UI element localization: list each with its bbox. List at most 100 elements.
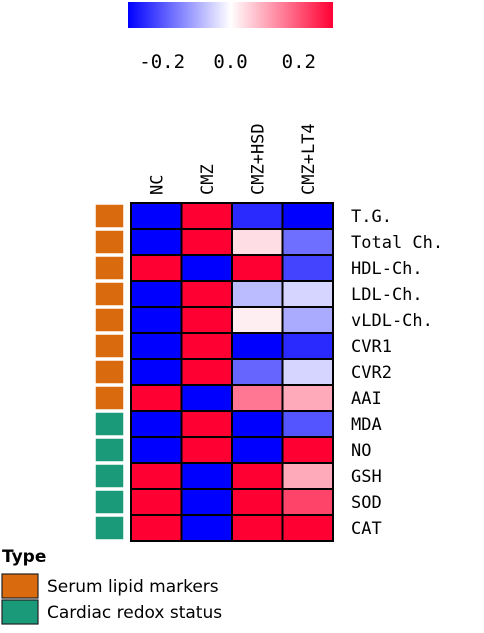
heatmap-cell	[231, 306, 284, 334]
heatmap-cell	[281, 384, 334, 412]
heatmap-cell	[130, 332, 183, 360]
row-label: CVR1	[351, 337, 392, 357]
heatmap-cell	[130, 384, 183, 412]
type-legend-title: Type	[2, 547, 46, 567]
row-type-strip	[94, 203, 125, 541]
heatmap-cell	[130, 358, 183, 386]
row-label: NO	[351, 441, 371, 461]
heatmap-cell	[130, 514, 183, 542]
type-legend-entries: Serum lipid markers Cardiac redox status	[1, 573, 222, 625]
heatmap-cell	[281, 202, 334, 230]
row-label: vLDL-Ch.	[351, 311, 433, 331]
heatmap-cell	[130, 306, 183, 334]
heatmap-cell	[281, 280, 334, 308]
row-type-cell	[94, 203, 125, 229]
heatmap-cell	[231, 384, 284, 412]
color-scale-ticks: -0.2 0.0 0.2	[139, 51, 316, 73]
row-label: GSH	[351, 467, 382, 487]
legend-label: Serum lipid markers	[47, 577, 219, 597]
row-type-cell	[94, 229, 125, 255]
type-legend: Type Serum lipid markers Cardiac redox st…	[1, 547, 222, 625]
heatmap-cell	[180, 332, 233, 360]
heatmap-cell	[130, 280, 183, 308]
row-type-cell	[94, 307, 125, 333]
row-label: Total Ch.	[351, 233, 443, 253]
heatmap-cell	[180, 462, 233, 490]
heatmap-cell	[281, 228, 334, 256]
heatmap-cell	[180, 514, 233, 542]
row-type-cell	[94, 281, 125, 307]
heatmap-cell	[231, 254, 284, 282]
row-type-cell	[94, 255, 125, 281]
row-label: AAI	[351, 389, 382, 409]
heatmap-cell	[231, 228, 284, 256]
row-labels: T.G. Total Ch. HDL-Ch. LDL-Ch. vLDL-Ch. CVR1 C…	[351, 207, 443, 539]
heatmap-cell	[231, 462, 284, 490]
heatmap-cell	[281, 436, 334, 464]
heatmap-cell	[231, 514, 284, 542]
column-labels: NC CMZ CMZ+HSD CMZ+LT4	[147, 123, 319, 195]
legend-swatch	[1, 573, 39, 599]
heatmap-cell	[180, 488, 233, 516]
row-type-cell	[94, 385, 125, 411]
heatmap-cell	[281, 358, 334, 386]
heatmap-cell	[180, 306, 233, 334]
heatmap-cell	[180, 280, 233, 308]
heatmap-cell	[130, 436, 183, 464]
color-scale-tick-label: -0.2	[139, 51, 185, 73]
heatmap-cell	[281, 462, 334, 490]
heatmap-cell	[180, 358, 233, 386]
row-label: LDL-Ch.	[351, 285, 423, 305]
heatmap-cell	[231, 410, 284, 438]
column-label: CMZ+HSD	[248, 123, 268, 195]
column-label: NC	[147, 175, 167, 195]
heatmap-cell	[281, 488, 334, 516]
color-scale-tick-label: 0.2	[282, 51, 316, 73]
column-label: CMZ+LT4	[299, 123, 319, 195]
row-label: MDA	[351, 415, 382, 435]
heatmap-cell	[130, 228, 183, 256]
legend-swatch	[1, 599, 39, 625]
row-label: CAT	[351, 519, 382, 539]
color-scale-tick-label: 0.0	[213, 51, 247, 73]
legend-label: Cardiac redox status	[47, 603, 222, 623]
heatmap-cell	[130, 254, 183, 282]
row-label: HDL-Ch.	[351, 259, 423, 279]
heatmap-cell	[130, 410, 183, 438]
color-scale: -0.2 0.0 0.2	[128, 2, 333, 73]
heatmap-cell	[231, 280, 284, 308]
heatmap-cell	[180, 254, 233, 282]
heatmap-cells	[130, 202, 334, 542]
row-label: CVR2	[351, 363, 392, 383]
heatmap-cell	[130, 488, 183, 516]
row-type-cell	[94, 359, 125, 385]
row-label: SOD	[351, 493, 382, 513]
heatmap-cell	[180, 436, 233, 464]
row-type-cell	[94, 489, 125, 515]
heatmap-cell	[281, 410, 334, 438]
heatmap-cell	[130, 462, 183, 490]
row-label: T.G.	[351, 207, 392, 227]
row-type-cell	[94, 463, 125, 489]
heatmap-cell	[231, 488, 284, 516]
heatmap-cell	[281, 306, 334, 334]
row-type-cell	[94, 333, 125, 359]
heatmap-cell	[231, 202, 284, 230]
color-scale-bar	[128, 2, 333, 28]
heatmap-cell	[231, 332, 284, 360]
heatmap-cell	[180, 202, 233, 230]
heatmap-cell	[281, 254, 334, 282]
row-type-cell	[94, 437, 125, 463]
column-label: CMZ	[198, 164, 218, 195]
heatmap-cell	[281, 332, 334, 360]
heatmap-cell	[180, 384, 233, 412]
heatmap-cell	[130, 202, 183, 230]
heatmap-cell	[231, 358, 284, 386]
heatmap-cell	[180, 228, 233, 256]
row-type-cell	[94, 411, 125, 437]
row-type-cell	[94, 515, 125, 541]
heatmap-cell	[180, 410, 233, 438]
heatmap-cell	[231, 436, 284, 464]
heatmap-cell	[281, 514, 334, 542]
